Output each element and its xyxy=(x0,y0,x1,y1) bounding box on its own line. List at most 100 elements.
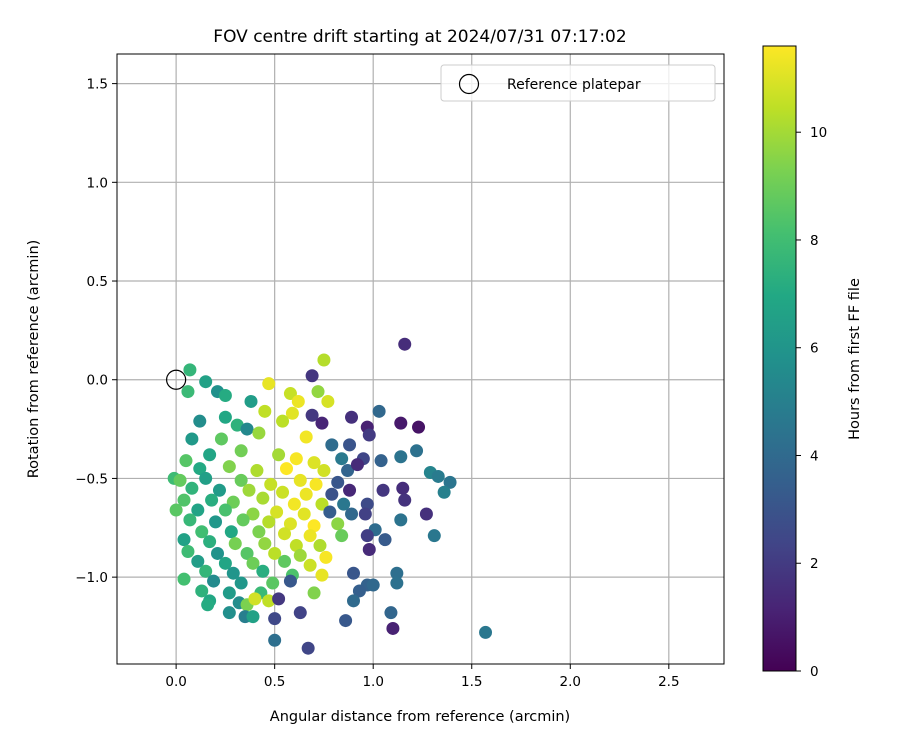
x-tick-label: 2.5 xyxy=(658,674,679,690)
legend: Reference platepar xyxy=(440,64,716,102)
data-point xyxy=(203,448,217,462)
data-point xyxy=(431,469,445,483)
data-point xyxy=(345,410,359,424)
x-tick-label: 1.5 xyxy=(461,674,482,690)
data-point xyxy=(299,487,313,501)
data-point xyxy=(270,505,284,519)
data-point xyxy=(362,428,376,442)
data-point xyxy=(234,444,248,458)
data-point xyxy=(311,385,325,399)
y-tick-label: 0.5 xyxy=(87,274,108,290)
data-point xyxy=(222,586,236,600)
y-tick-label: −1.0 xyxy=(75,570,108,586)
data-point xyxy=(427,529,441,543)
data-point xyxy=(325,438,339,452)
data-point xyxy=(262,594,276,608)
data-point xyxy=(396,481,410,495)
data-point xyxy=(335,529,349,543)
data-point xyxy=(279,462,293,476)
data-point xyxy=(309,477,323,491)
data-point xyxy=(278,527,292,541)
data-point xyxy=(287,497,301,511)
data-point xyxy=(398,337,412,351)
grid xyxy=(117,54,724,664)
data-point xyxy=(185,432,199,446)
data-point xyxy=(297,507,311,521)
colorbar-label: Hours from first FF file xyxy=(847,278,863,440)
data-point xyxy=(226,495,240,509)
data-point xyxy=(211,546,225,560)
x-tick-label: 2.0 xyxy=(560,674,581,690)
data-point xyxy=(293,606,307,620)
data-point xyxy=(335,452,349,466)
plot-frame xyxy=(116,53,725,665)
data-point xyxy=(394,450,408,464)
y-tick-label: 0.0 xyxy=(87,373,108,389)
y-tick-label: −0.5 xyxy=(75,471,108,487)
data-point xyxy=(268,633,282,647)
data-point xyxy=(228,537,242,551)
data-point xyxy=(240,422,254,436)
data-point xyxy=(372,404,386,418)
data-point xyxy=(289,452,303,466)
data-point xyxy=(285,406,299,420)
colorbar: 0 2 4 6 8 10 Hours from first FF file xyxy=(762,45,863,680)
data-point xyxy=(268,546,282,560)
data-point xyxy=(341,464,355,478)
data-point xyxy=(218,503,232,517)
data-point xyxy=(264,477,278,491)
data-point xyxy=(331,475,345,489)
data-point xyxy=(360,529,374,543)
data-point xyxy=(283,387,297,401)
data-point xyxy=(272,592,286,606)
colorbar-tick-label: 10 xyxy=(810,125,827,141)
data-point xyxy=(222,460,236,474)
data-point xyxy=(390,576,404,590)
data-point xyxy=(199,375,213,389)
colorbar-ticks: 0 2 4 6 8 10 xyxy=(796,125,827,680)
data-point xyxy=(313,539,327,553)
data-point xyxy=(193,462,207,476)
data-point xyxy=(209,515,223,529)
data-point xyxy=(244,394,258,408)
data-points xyxy=(167,337,493,655)
data-point xyxy=(181,385,195,399)
data-point xyxy=(317,353,331,367)
data-point xyxy=(252,525,266,539)
data-point xyxy=(256,491,270,505)
data-point xyxy=(323,505,337,519)
data-point xyxy=(222,606,236,620)
data-point xyxy=(303,529,317,543)
data-point xyxy=(191,503,205,517)
colorbar-tick-label: 8 xyxy=(810,233,819,249)
data-point xyxy=(301,641,315,655)
data-point xyxy=(394,513,408,527)
data-point xyxy=(350,458,364,472)
data-point xyxy=(315,416,329,430)
data-point xyxy=(283,574,297,588)
data-point xyxy=(230,418,244,432)
data-point xyxy=(205,493,219,507)
data-point xyxy=(250,464,264,478)
data-point xyxy=(305,408,319,422)
data-point xyxy=(343,438,357,452)
data-point xyxy=(203,535,217,549)
data-point xyxy=(479,625,493,639)
data-point xyxy=(386,621,400,635)
data-point xyxy=(195,525,209,539)
data-point xyxy=(185,481,199,495)
data-point xyxy=(212,483,226,497)
data-point xyxy=(352,584,366,598)
data-point xyxy=(169,503,183,517)
data-point xyxy=(291,394,305,408)
data-point xyxy=(360,497,374,511)
y-axis-ticks: −1.0 −0.5 0.0 0.5 1.0 1.5 xyxy=(75,77,117,586)
data-point xyxy=(258,537,272,551)
data-point xyxy=(266,576,280,590)
data-point xyxy=(218,389,232,403)
data-point xyxy=(179,454,193,468)
data-point xyxy=(226,566,240,580)
colorbar-tick-label: 2 xyxy=(810,556,819,572)
data-point xyxy=(339,614,353,628)
data-point xyxy=(307,586,321,600)
